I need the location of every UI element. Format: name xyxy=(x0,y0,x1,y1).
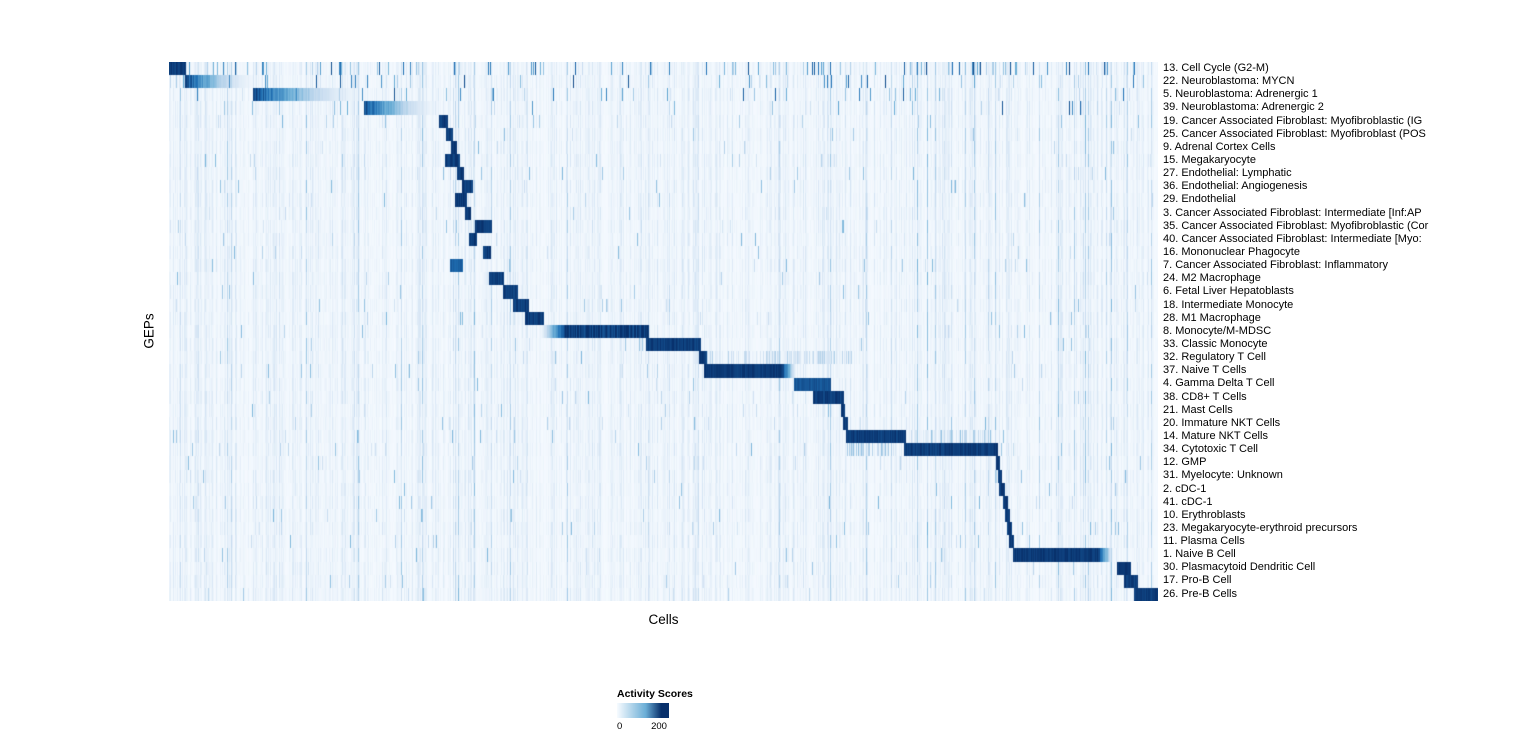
row-label: 25. Cancer Associated Fibroblast: Myofib… xyxy=(1163,127,1426,140)
row-label: 10. Erythroblasts xyxy=(1163,508,1246,521)
row-labels: 13. Cell Cycle (G2-M) 22. Neuroblastoma: … xyxy=(1163,62,1428,601)
legend: Activity Scores 0 200 xyxy=(617,688,757,733)
legend-title: Activity Scores xyxy=(617,688,693,700)
row-label: 17. Pro-B Cell xyxy=(1163,574,1232,587)
row-label: 11. Plasma Cells xyxy=(1163,535,1245,548)
row-label: 41. cDC-1 xyxy=(1163,495,1213,508)
row-label: 1. Naive B Cell xyxy=(1163,548,1236,561)
row-label: 31. Myelocyte: Unknown xyxy=(1163,469,1283,482)
legend-ticks: 0 200 xyxy=(617,721,677,733)
heatmap-canvas xyxy=(169,62,1158,601)
row-label: 18. Intermediate Monocyte xyxy=(1163,298,1294,311)
row-label: 7. Cancer Associated Fibroblast: Inflamm… xyxy=(1163,259,1388,272)
row-label: 12. GMP xyxy=(1163,456,1207,469)
row-label: 39. Neuroblastoma: Adrenergic 2 xyxy=(1163,101,1324,114)
legend-tick-max: 200 xyxy=(651,721,667,732)
row-label: 40. Cancer Associated Fibroblast: Interm… xyxy=(1163,232,1422,245)
row-label: 37. Naive T Cells xyxy=(1163,364,1247,377)
row-label: 3. Cancer Associated Fibroblast: Interme… xyxy=(1163,206,1422,219)
row-label: 35. Cancer Associated Fibroblast: Myofib… xyxy=(1163,219,1429,232)
row-label: 28. M1 Macrophage xyxy=(1163,311,1261,324)
row-label: 15. Megakaryocyte xyxy=(1163,153,1256,166)
row-label: 29. Endothelial xyxy=(1163,193,1236,206)
row-label: 8. Monocyte/M-MDSC xyxy=(1163,324,1272,337)
row-label: 14. Mature NKT Cells xyxy=(1163,429,1268,442)
row-label: 21. Mast Cells xyxy=(1163,403,1233,416)
row-label: 20. Immature NKT Cells xyxy=(1163,416,1281,429)
row-label: 38. CD8+ T Cells xyxy=(1163,390,1247,403)
row-label: 4. Gamma Delta T Cell xyxy=(1163,377,1275,390)
x-axis-label: Cells xyxy=(648,612,679,627)
row-label: 6. Fetal Liver Hepatoblasts xyxy=(1163,285,1294,298)
y-axis-label: GEPs xyxy=(141,313,157,349)
row-label: 33. Classic Monocyte xyxy=(1163,337,1268,350)
row-label: 16. Mononuclear Phagocyte xyxy=(1163,245,1300,258)
row-label: 9. Adrenal Cortex Cells xyxy=(1163,140,1276,153)
row-label: 30. Plasmacytoid Dendritic Cell xyxy=(1163,561,1316,574)
legend-gradient-bar xyxy=(617,703,669,718)
row-label: 13. Cell Cycle (G2-M) xyxy=(1163,62,1269,74)
row-label: 5. Neuroblastoma: Adrenergic 1 xyxy=(1163,88,1318,101)
row-label: 27. Endothelial: Lymphatic xyxy=(1163,167,1292,180)
row-label: 22. Neuroblastoma: MYCN xyxy=(1163,75,1295,88)
row-label: 32. Regulatory T Cell xyxy=(1163,351,1266,364)
row-label: 2. cDC-1 xyxy=(1163,482,1207,495)
row-label: 26. Pre-B Cells xyxy=(1163,587,1237,600)
row-label: 23. Megakaryocyte-erythroid precursors xyxy=(1163,521,1358,534)
row-label: 36. Endothelial: Angiogenesis xyxy=(1163,180,1308,193)
row-label: 34. Cytotoxic T Cell xyxy=(1163,443,1258,456)
row-label: 19. Cancer Associated Fibroblast: Myofib… xyxy=(1163,114,1423,127)
row-label: 24. M2 Macrophage xyxy=(1163,272,1261,285)
legend-tick-min: 0 xyxy=(617,721,623,732)
